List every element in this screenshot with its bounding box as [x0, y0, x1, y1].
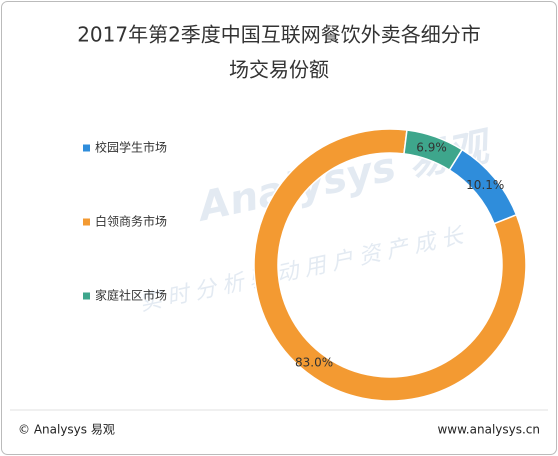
chart-title: 场交易份额	[229, 58, 329, 82]
footer-right: www.analysys.cn	[437, 423, 540, 437]
legend-swatch	[83, 292, 90, 300]
legend-label: 校园学生市场	[95, 140, 167, 155]
chart-title: 2017年第2季度中国互联网餐饮外卖各细分市	[77, 23, 481, 47]
donut-segment	[253, 128, 527, 402]
data-label: 6.9%	[416, 141, 447, 155]
legend-label: 白领商务市场	[95, 214, 167, 229]
legend-swatch	[83, 144, 90, 152]
legend-label: 家庭社区市场	[95, 288, 167, 303]
donut-segment	[403, 129, 464, 172]
legend-swatch	[83, 218, 90, 226]
footer-left: © Analysys 易观	[18, 423, 115, 437]
data-label: 83.0%	[295, 356, 333, 370]
data-label: 10.1%	[466, 178, 504, 192]
